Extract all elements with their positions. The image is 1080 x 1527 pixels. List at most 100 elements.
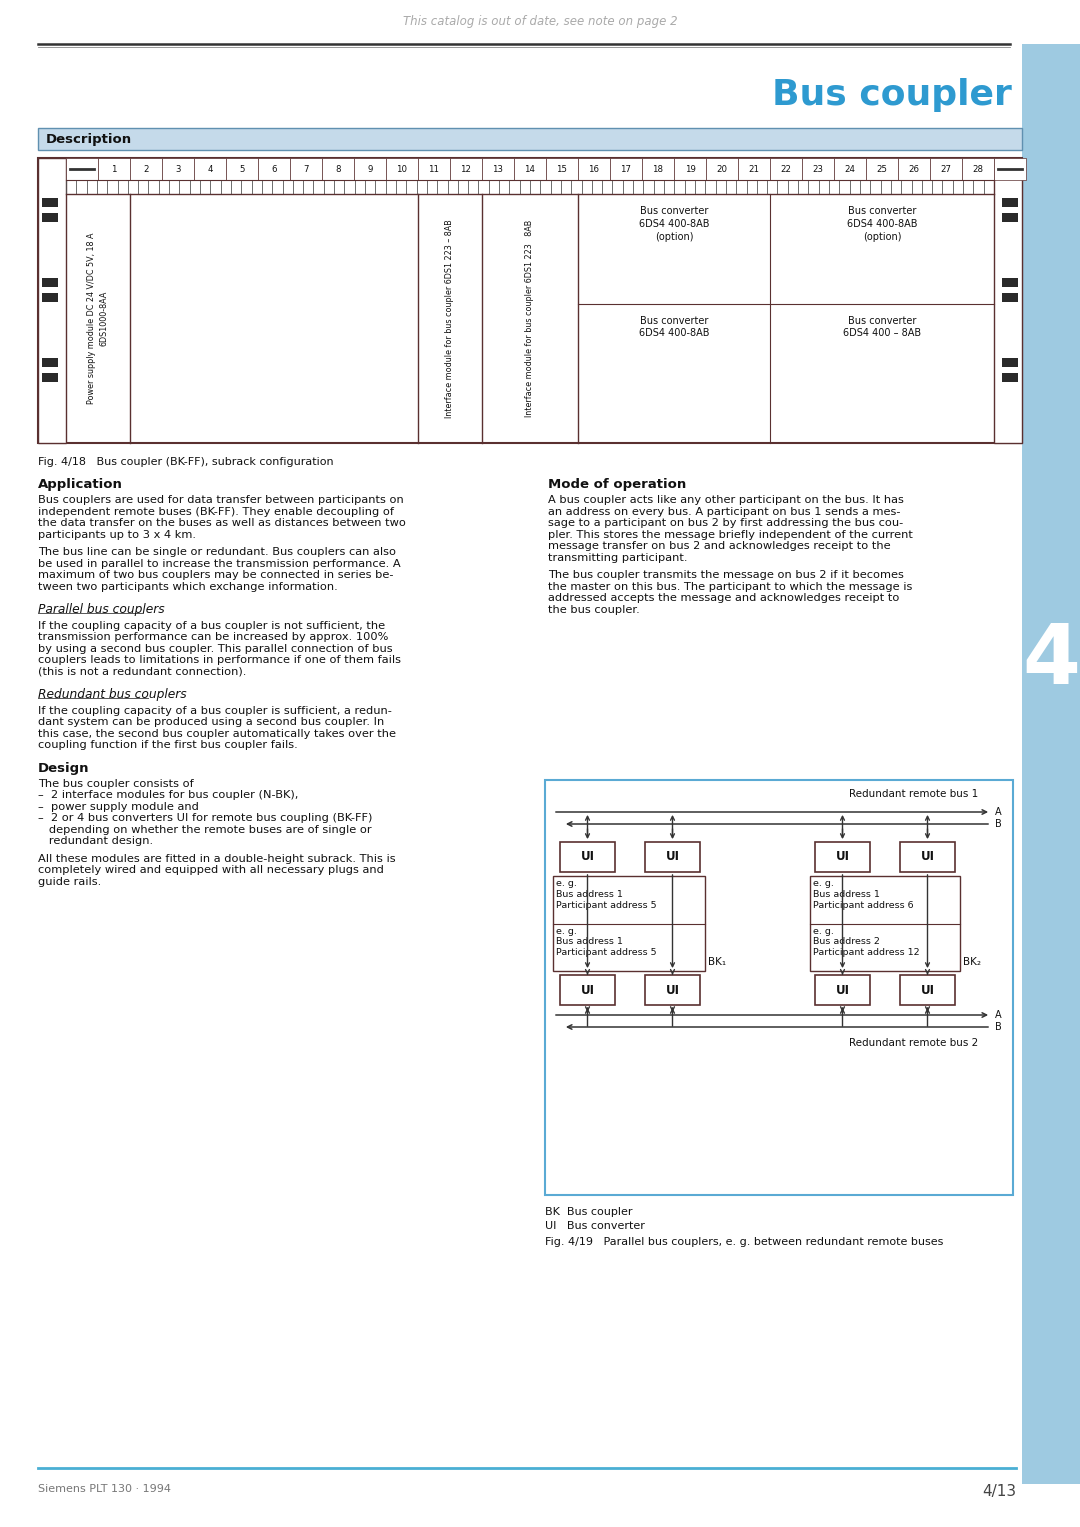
Bar: [386, 157, 418, 180]
Text: A: A: [995, 1009, 1001, 1020]
Text: 14: 14: [525, 165, 536, 174]
Text: 26: 26: [908, 165, 919, 174]
Bar: [354, 157, 386, 180]
Text: message transfer on bus 2 and acknowledges receipt to the: message transfer on bus 2 and acknowledg…: [548, 541, 891, 551]
Bar: [258, 157, 291, 180]
Bar: [645, 976, 700, 1005]
Bar: [1002, 212, 1018, 221]
Text: UI: UI: [920, 983, 934, 997]
Text: maximum of two bus couplers may be connected in series be-: maximum of two bus couplers may be conne…: [38, 570, 393, 580]
Bar: [553, 876, 705, 971]
Text: The bus line can be single or redundant. Bus couplers can also: The bus line can be single or redundant.…: [38, 547, 396, 557]
Bar: [897, 157, 930, 180]
Bar: [1002, 199, 1018, 208]
Bar: [322, 157, 354, 180]
Text: 4/13: 4/13: [982, 1484, 1016, 1500]
Text: this case, the second bus coupler automatically takes over the: this case, the second bus coupler automa…: [38, 728, 396, 739]
Text: an address on every bus. A participant on bus 1 sends a mes-: an address on every bus. A participant o…: [548, 507, 901, 516]
Text: BK₁: BK₁: [708, 957, 726, 967]
Text: B: B: [995, 1022, 1002, 1032]
Text: guide rails.: guide rails.: [38, 876, 102, 887]
Text: Bus converter
6DS4 400-8AB: Bus converter 6DS4 400-8AB: [638, 316, 710, 339]
Text: redundant design.: redundant design.: [38, 837, 153, 846]
Text: tween two participants which exchange information.: tween two participants which exchange in…: [38, 582, 338, 591]
Text: 22: 22: [781, 165, 792, 174]
Text: Bus converter
6DS4 400-8AB
(option): Bus converter 6DS4 400-8AB (option): [638, 206, 710, 241]
Text: Siemens PLT 130 · 1994: Siemens PLT 130 · 1994: [38, 1484, 171, 1493]
Text: 28: 28: [972, 165, 984, 174]
Text: Redundant remote bus 2: Redundant remote bus 2: [849, 1038, 978, 1048]
Text: UI: UI: [665, 983, 679, 997]
Text: –  power supply module and: – power supply module and: [38, 802, 199, 812]
Text: (this is not a redundant connection).: (this is not a redundant connection).: [38, 667, 246, 676]
Text: 24: 24: [845, 165, 855, 174]
Bar: [546, 157, 578, 180]
Text: The bus coupler consists of: The bus coupler consists of: [38, 779, 193, 789]
Text: Fig. 4/18   Bus coupler (BK-FF), subrack configuration: Fig. 4/18 Bus coupler (BK-FF), subrack c…: [38, 457, 334, 467]
Bar: [545, 780, 1013, 1196]
Text: If the coupling capacity of a bus coupler is sufficient, a redun-: If the coupling capacity of a bus couple…: [38, 705, 392, 716]
Text: Parallel bus couplers: Parallel bus couplers: [38, 603, 164, 615]
Bar: [38, 157, 66, 443]
Text: Bus couplers are used for data transfer between participants on: Bus couplers are used for data transfer …: [38, 495, 404, 505]
Bar: [802, 157, 834, 180]
Text: Bus coupler: Bus coupler: [772, 78, 1012, 111]
Text: UI: UI: [836, 851, 850, 863]
Bar: [610, 157, 642, 180]
Bar: [66, 157, 98, 180]
Text: 5: 5: [240, 165, 245, 174]
Bar: [418, 157, 450, 180]
Text: Description: Description: [46, 133, 132, 145]
Text: 9: 9: [367, 165, 373, 174]
Bar: [482, 157, 514, 180]
Text: e. g.
Bus address 1
Participant address 6: e. g. Bus address 1 Participant address …: [813, 880, 914, 910]
Text: e. g.
Bus address 2
Participant address 12: e. g. Bus address 2 Participant address …: [813, 927, 920, 957]
Bar: [645, 841, 700, 872]
Bar: [962, 157, 994, 180]
Bar: [561, 976, 615, 1005]
Text: 13: 13: [492, 165, 503, 174]
Bar: [561, 841, 615, 872]
Text: independent remote buses (BK-FF). They enable decoupling of: independent remote buses (BK-FF). They e…: [38, 507, 394, 516]
Bar: [738, 157, 770, 180]
Text: Fig. 4/19   Parallel bus couplers, e. g. between redundant remote buses: Fig. 4/19 Parallel bus couplers, e. g. b…: [545, 1237, 943, 1248]
Text: Interface module for bus coupler 6DS1 223   8AB: Interface module for bus coupler 6DS1 22…: [526, 220, 535, 417]
Text: All these modules are fitted in a double-height subrack. This is: All these modules are fitted in a double…: [38, 854, 395, 864]
Text: A bus coupler acts like any other participant on the bus. It has: A bus coupler acts like any other partic…: [548, 495, 904, 505]
Text: Bus converter
6DS4 400-8AB
(option): Bus converter 6DS4 400-8AB (option): [847, 206, 917, 241]
Text: 10: 10: [396, 165, 407, 174]
Text: 15: 15: [556, 165, 567, 174]
Text: transmitting participant.: transmitting participant.: [548, 553, 688, 562]
Bar: [42, 373, 58, 382]
Text: 6: 6: [271, 165, 276, 174]
Text: 3: 3: [175, 165, 180, 174]
Text: –  2 interface modules for bus coupler (N-BK),: – 2 interface modules for bus coupler (N…: [38, 791, 298, 800]
Text: e. g.
Bus address 1
Participant address 5: e. g. Bus address 1 Participant address …: [556, 927, 657, 957]
Text: The bus coupler transmits the message on bus 2 if it becomes: The bus coupler transmits the message on…: [548, 570, 904, 580]
Text: the data transfer on the buses as well as distances between two: the data transfer on the buses as well a…: [38, 518, 406, 528]
Text: participants up to 3 x 4 km.: participants up to 3 x 4 km.: [38, 530, 195, 539]
Text: 11: 11: [429, 165, 440, 174]
Text: by using a second bus coupler. This parallel connection of bus: by using a second bus coupler. This para…: [38, 644, 393, 654]
Text: couplers leads to limitations in performance if one of them fails: couplers leads to limitations in perform…: [38, 655, 401, 666]
Bar: [38, 128, 1022, 150]
Text: Power supply module DC 24 V/DC 5V, 18 A
6DS1000-8AA: Power supply module DC 24 V/DC 5V, 18 A …: [87, 232, 109, 405]
Text: Redundant bus couplers: Redundant bus couplers: [38, 689, 187, 701]
Bar: [578, 157, 610, 180]
Text: coupling function if the first bus coupler fails.: coupling function if the first bus coupl…: [38, 741, 298, 750]
Bar: [642, 157, 674, 180]
Bar: [930, 157, 962, 180]
Text: BK  Bus coupler: BK Bus coupler: [545, 1206, 633, 1217]
Text: the master on this bus. The participant to which the message is: the master on this bus. The participant …: [548, 582, 913, 591]
Bar: [770, 157, 802, 180]
Text: completely wired and equipped with all necessary plugs and: completely wired and equipped with all n…: [38, 866, 383, 875]
Text: UI: UI: [920, 851, 934, 863]
Bar: [834, 157, 866, 180]
Text: This catalog is out of date, see note on page 2: This catalog is out of date, see note on…: [403, 15, 677, 29]
Bar: [706, 157, 738, 180]
Text: UI: UI: [581, 983, 594, 997]
Bar: [815, 976, 870, 1005]
Bar: [994, 157, 1026, 180]
Bar: [1002, 357, 1018, 366]
Bar: [810, 876, 960, 971]
